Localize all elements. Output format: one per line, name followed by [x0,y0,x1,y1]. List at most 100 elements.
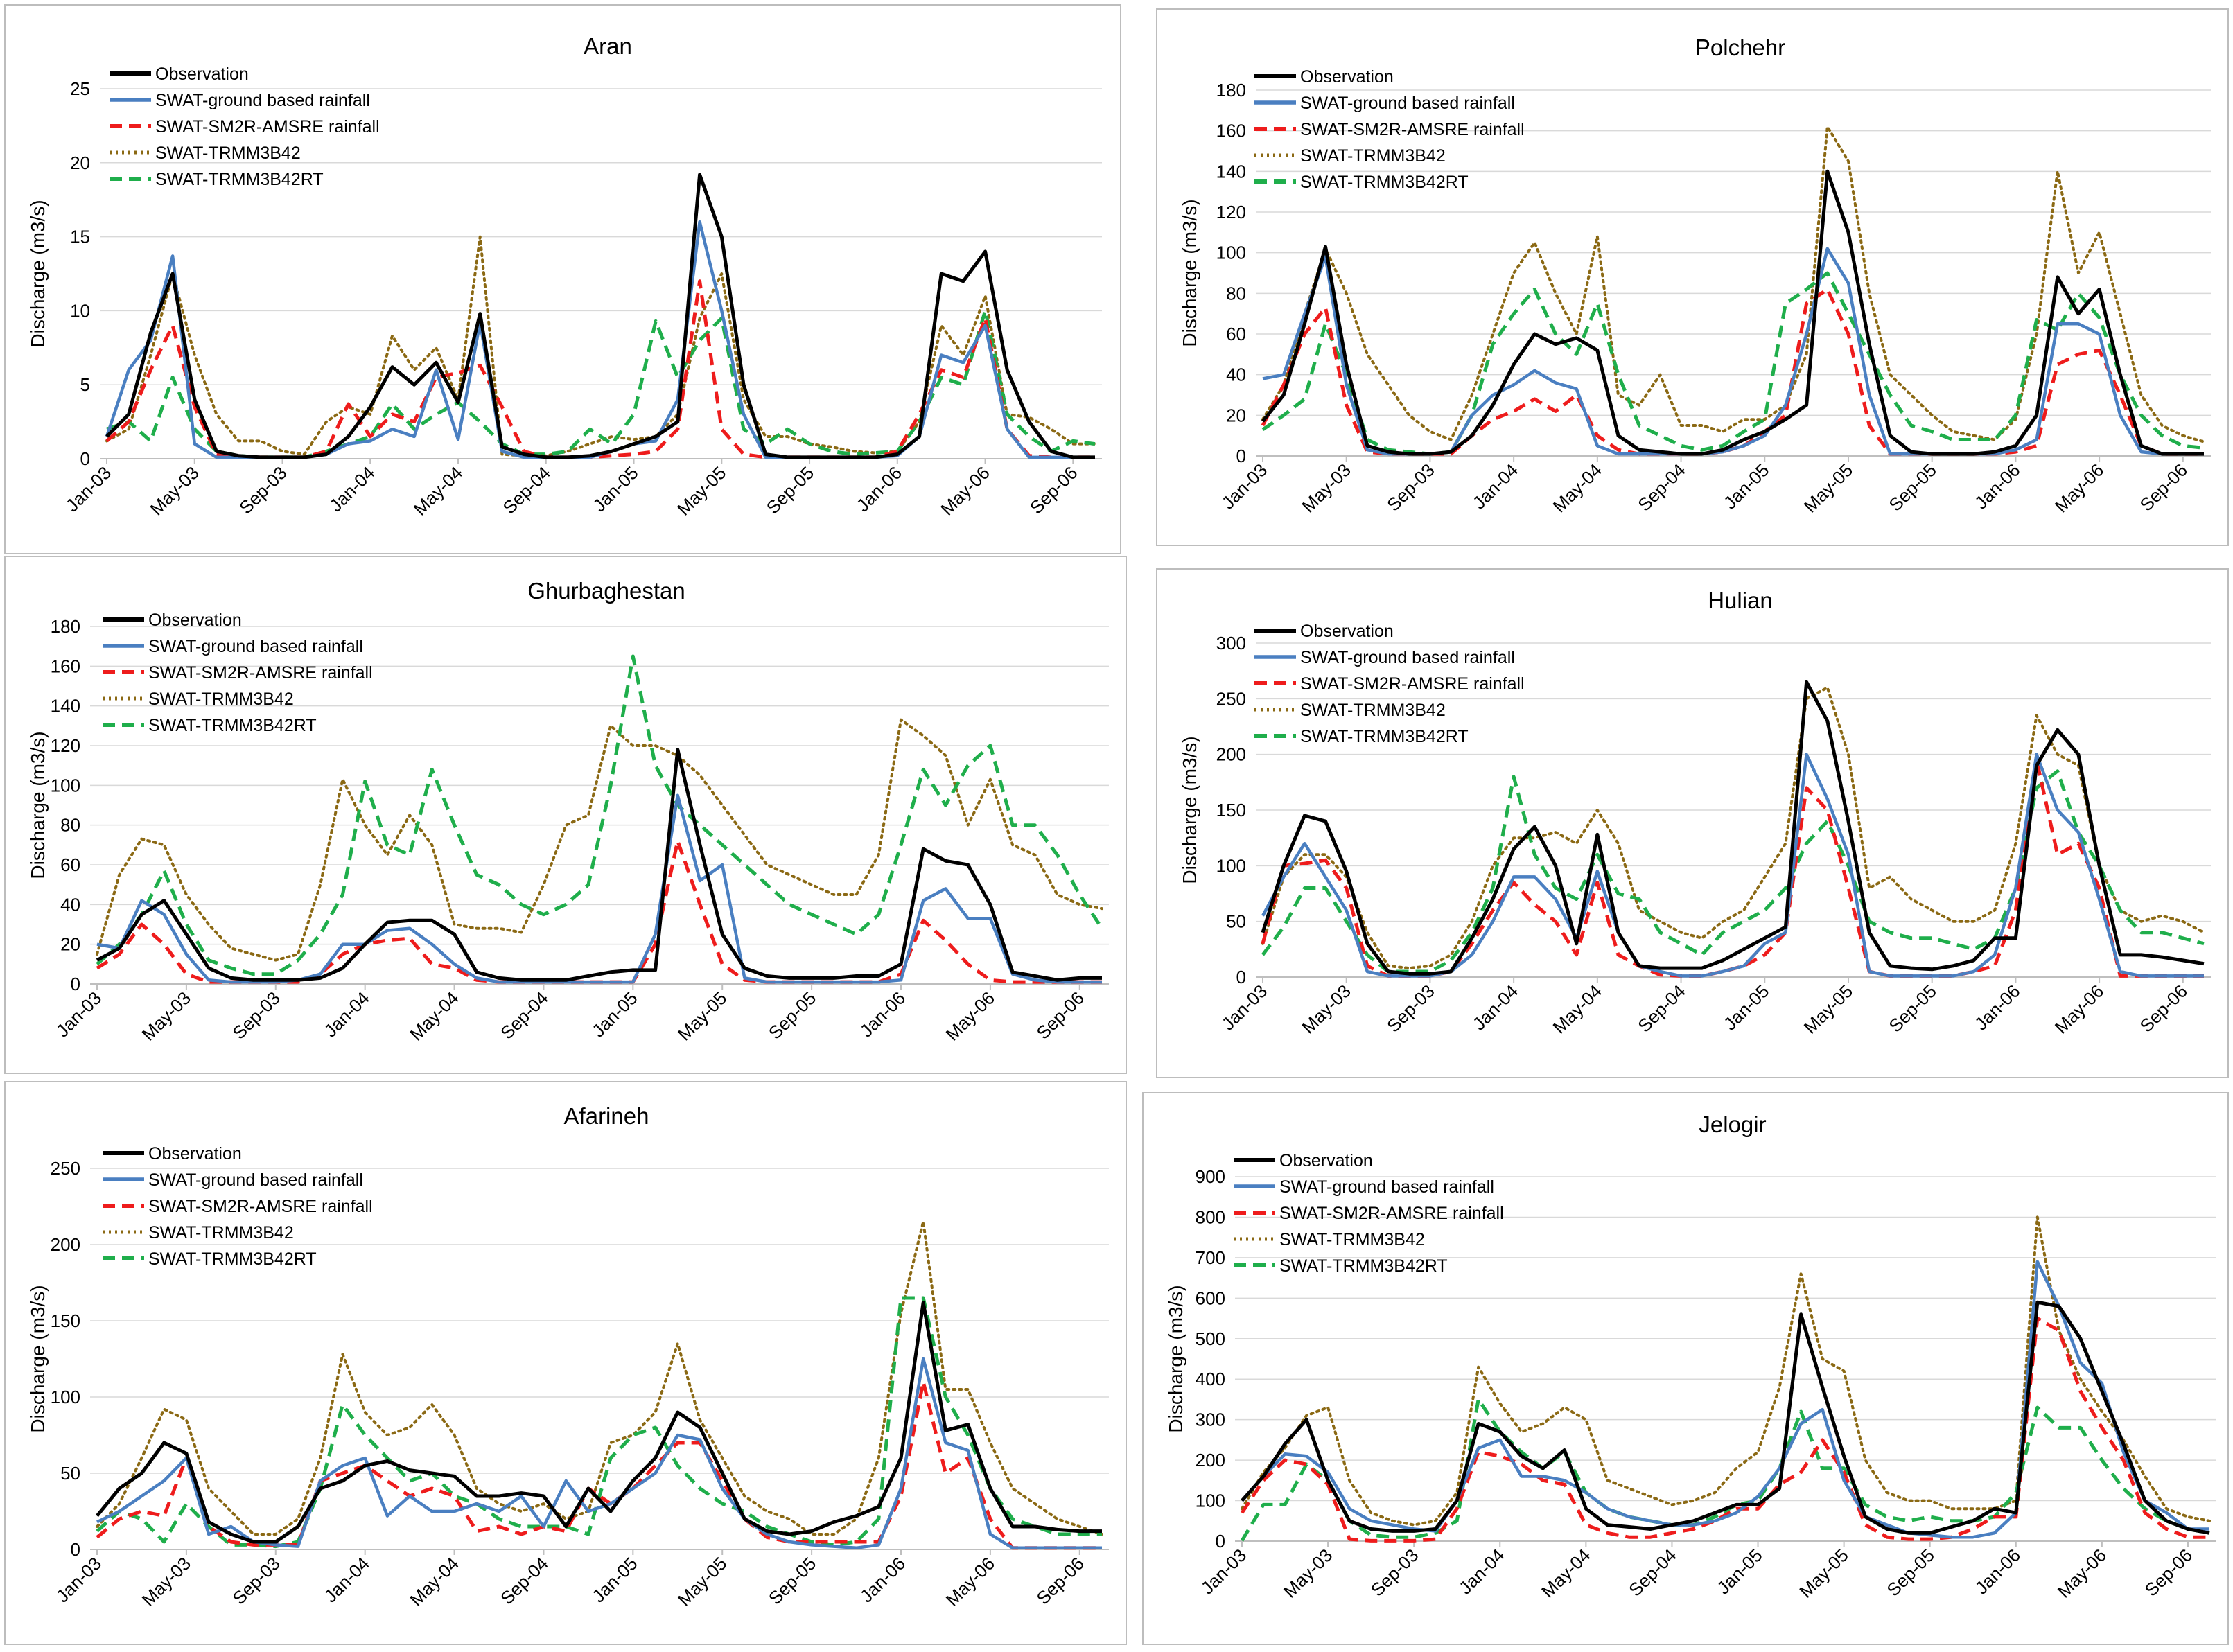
y-tick-label: 120 [1216,202,1246,222]
series-line-swat-trmm3b42 [1261,125,2205,443]
y-tick-label: 60 [60,854,80,875]
x-tick-label: Sep-05 [764,1553,820,1608]
x-tick-label: Jan-06 [856,1553,909,1606]
y-tick-label: 250 [51,1158,80,1179]
x-tick-label: May-03 [1279,1545,1337,1602]
legend-label-swat-ground-based-rainfall: SWAT-ground based rainfall [155,91,370,110]
chart-title-ghurbaghestan: Ghurbaghestan [527,578,685,604]
x-tick-label: Jan-03 [52,1553,105,1606]
y-tick-label: 500 [1196,1328,1225,1349]
y-axis-label: Discharge (m3/s) [1179,199,1200,346]
x-tick-label: Sep-05 [1884,981,1941,1036]
legend-label-swat-ground-based-rainfall: SWAT-ground based rainfall [1300,94,1515,113]
x-tick-label: May-06 [942,1553,999,1610]
x-tick-label: May-05 [1800,981,1857,1038]
x-tick-label: Jan-05 [1719,459,1773,513]
legend-label-swat-trmm3b42: SWAT-TRMM3B42 [1300,146,1446,166]
x-tick-label: Jan-05 [588,987,641,1041]
legend-label-swat-trmm3b42: SWAT-TRMM3B42 [148,689,294,709]
series-line-swat-trmm3b42rt [96,1296,1102,1549]
y-axis-label: Discharge (m3/s) [1165,1285,1186,1432]
legend: Observation SWAT-ground based rainfall SWA… [103,1144,373,1269]
chart-panel-afarineh: 0 50 100 150 200 250 Jan-03 May-03 Sep-03 Jan-04 M… [4,1081,1127,1645]
y-tick-label: 40 [1226,364,1246,385]
y-tick-label: 100 [1196,1491,1225,1511]
x-tick-label: May-04 [1549,459,1606,517]
y-tick-label: 140 [1216,161,1246,182]
y-tick-label: 700 [1196,1247,1225,1268]
x-tick-label: Jan-06 [856,987,909,1041]
x-tick-label: May-04 [1537,1545,1595,1602]
y-tick-label: 20 [60,934,80,955]
chart-svg-afarineh: 0 50 100 150 200 250 Jan-03 May-03 Sep-03 Jan-04 M… [27,1103,1109,1610]
x-tick-label: May-06 [936,462,994,520]
legend-label-swat-sm2r-amsre-rainfall: SWAT-SM2R-AMSRE rainfall [1300,674,1525,694]
x-tick-label: Sep-06 [2141,1545,2196,1600]
legend-label-swat-trmm3b42: SWAT-TRMM3B42 [148,1223,294,1242]
x-tick-label: Sep-04 [499,462,554,518]
y-tick-label: 0 [80,448,90,469]
x-tick-label: May-06 [2054,1545,2111,1602]
chart-title-hulian: Hulian [1708,588,1773,613]
x-tick-label: Sep-03 [1383,459,1438,515]
x-tick-label: May-03 [146,462,203,520]
y-tick-label: 100 [1216,243,1246,263]
x-tick-label: Jan-04 [1469,459,1522,513]
y-tick-label: 0 [1236,446,1246,466]
x-tick-label: May-06 [942,987,999,1045]
series-line-swat-sm2r-amsre-rainfall [105,279,1095,459]
y-tick-label: 0 [71,1539,80,1560]
x-tick-label: Sep-05 [764,987,820,1043]
x-tick-label: Jan-05 [1719,981,1773,1034]
x-tick-label: May-04 [1549,981,1606,1038]
x-tick-label: May-04 [405,1553,463,1610]
legend-label-swat-sm2r-amsre-rainfall: SWAT-SM2R-AMSRE rainfall [148,1197,373,1216]
y-tick-label: 250 [1216,688,1246,709]
y-tick-label: 0 [1236,967,1246,987]
legend-label-swat-sm2r-amsre-rainfall: SWAT-SM2R-AMSRE rainfall [155,117,380,137]
x-tick-label: Jan-04 [319,1553,373,1606]
x-tick-label: Jan-04 [319,987,373,1041]
x-tick-label: Jan-06 [852,462,906,516]
x-tick-label: Sep-04 [1634,459,1689,515]
x-tick-label: Sep-03 [1383,981,1438,1036]
chart-svg-hulian: 0 50 100 150 200 250 300 Jan-03 May-03 Sep-03 Jan-… [1179,588,2211,1038]
y-axis-label: Discharge (m3/s) [27,731,49,879]
x-tick-label: Sep-05 [1884,459,1941,515]
x-tick-label: Jan-04 [1455,1545,1508,1598]
y-tick-label: 180 [1216,80,1246,100]
x-tick-label: Sep-03 [229,1553,284,1608]
x-tick-label: Jan-03 [1197,1545,1250,1598]
y-tick-label: 400 [1196,1369,1225,1389]
legend-label-swat-sm2r-amsre-rainfall: SWAT-SM2R-AMSRE rainfall [1279,1204,1504,1223]
x-tick-label: Sep-03 [1367,1545,1422,1600]
x-tick-label: May-06 [2051,981,2108,1038]
y-tick-label: 15 [70,227,90,247]
chart-title-aran: Aran [584,33,632,59]
series-line-swat-ground-based-rainfall [96,1357,1102,1550]
legend-label-swat-trmm3b42: SWAT-TRMM3B42 [1300,701,1446,720]
y-tick-label: 200 [51,1234,80,1255]
x-tick-label: Sep-05 [1882,1545,1938,1600]
series-line-swat-ground-based-rainfall [1262,247,2204,456]
legend-label-swat-sm2r-amsre-rainfall: SWAT-SM2R-AMSRE rainfall [1300,120,1525,139]
x-tick-label: Sep-04 [496,987,552,1043]
x-tick-label: Sep-03 [229,987,284,1043]
series-line-swat-trmm3b42rt [1240,1397,2210,1542]
legend-label-swat-ground-based-rainfall: SWAT-ground based rainfall [148,637,363,656]
y-tick-label: 200 [1216,744,1246,765]
chart-title-afarineh: Afarineh [564,1103,649,1129]
series-line-swat-ground-based-rainfall [105,220,1095,459]
x-tick-label: May-04 [405,987,463,1045]
y-tick-label: 50 [1226,911,1246,932]
series-line-observation [96,748,1102,982]
chart-svg-jelogir: 0 100 200 300 400 500 600 700 800 900 Jan-03 May-03… [1165,1111,2216,1602]
legend-label-swat-trmm3b42rt: SWAT-TRMM3B42RT [155,170,324,189]
x-tick-label: Sep-06 [1026,462,1081,518]
series-line-observation [105,173,1095,459]
y-tick-label: 120 [51,735,80,756]
y-tick-label: 160 [1216,121,1246,141]
legend-label-swat-ground-based-rainfall: SWAT-ground based rainfall [148,1170,363,1190]
x-tick-label: Jan-06 [1970,459,2024,513]
x-tick-label: Jan-06 [1970,981,2024,1034]
